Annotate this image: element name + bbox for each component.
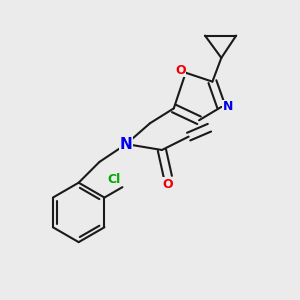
- Text: O: O: [163, 178, 173, 191]
- Text: N: N: [120, 136, 133, 152]
- Text: O: O: [175, 64, 186, 77]
- Text: Cl: Cl: [108, 173, 121, 186]
- Text: N: N: [223, 100, 233, 113]
